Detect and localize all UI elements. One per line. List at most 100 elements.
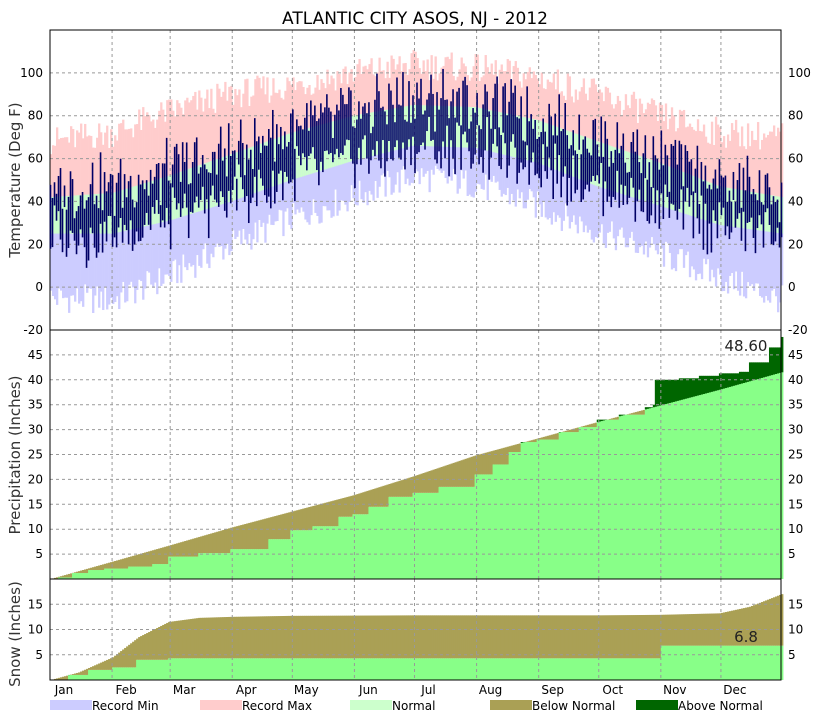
record-max-bar	[506, 59, 509, 114]
snow-base-bar	[118, 667, 121, 680]
snow-base-bar	[496, 658, 500, 680]
precip-base-bar	[150, 566, 153, 579]
snow-below-normal-bar	[434, 615, 437, 659]
record-min-bar	[598, 142, 602, 233]
record-max-bar	[666, 129, 670, 166]
precip-base-bar	[760, 377, 764, 579]
record-max-bar	[428, 80, 431, 106]
snow-base-bar	[518, 658, 522, 680]
snow-base-bar	[550, 658, 554, 680]
snow-base-bar	[666, 645, 670, 680]
snow-base-bar	[330, 658, 333, 680]
precip-below-normal-bar	[220, 530, 223, 554]
precip-base-bar	[516, 452, 520, 579]
record-max-bar	[702, 124, 706, 181]
precip-base-bar	[176, 556, 179, 579]
precip-below-normal-bar	[228, 528, 231, 554]
precip-base-bar	[720, 389, 724, 579]
snow-below-normal-bar	[558, 615, 562, 659]
temperature-tick-label-left: 20	[28, 237, 43, 251]
precip-base-bar	[216, 553, 219, 579]
normal-range-bar	[160, 178, 163, 223]
precip-below-normal-bar	[534, 439, 538, 443]
record-max-bar	[298, 81, 301, 131]
precip-base-bar	[204, 553, 207, 579]
snow-base-bar	[390, 658, 393, 680]
snow-base-bar	[76, 674, 79, 680]
precip-above-normal-bar	[774, 347, 778, 375]
snow-base-bar	[614, 658, 618, 680]
normal-range-bar	[134, 186, 137, 229]
precipitation-tick-label-left: 35	[28, 398, 43, 412]
precip-base-bar	[280, 539, 283, 579]
snow-below-normal-bar	[194, 618, 197, 659]
record-max-bar	[470, 77, 473, 108]
precip-below-normal-bar	[424, 472, 427, 493]
precip-below-normal-bar	[418, 474, 421, 493]
snow-below-normal-bar	[736, 609, 740, 646]
record-min-bar	[738, 189, 742, 296]
snow-base-bar	[472, 658, 475, 680]
snow-base-bar	[88, 669, 91, 680]
snow-below-normal-bar	[330, 615, 333, 659]
snow-below-normal-bar	[454, 615, 457, 659]
snow-below-normal-bar	[222, 617, 225, 659]
precip-base-bar	[460, 486, 463, 579]
precip-below-normal-bar	[200, 536, 203, 554]
temperature-axis-label: Temperature (Deg F)	[6, 102, 24, 258]
snow-base-bar	[346, 658, 349, 680]
snow-below-normal-bar	[172, 621, 175, 659]
precip-base-bar	[258, 549, 261, 579]
snow-below-normal-bar	[294, 615, 297, 659]
record-max-bar	[148, 115, 151, 182]
snow-below-normal-bar	[324, 615, 327, 659]
snow-below-normal-bar	[358, 615, 361, 659]
record-min-bar	[332, 121, 335, 217]
record-min-bar	[726, 187, 730, 294]
precip-below-normal-bar	[64, 575, 67, 578]
record-min-bar	[708, 182, 712, 282]
precip-base-bar	[562, 432, 566, 579]
snow-base-bar	[382, 658, 385, 680]
precip-base-bar	[110, 568, 113, 579]
record-min-bar	[192, 167, 195, 266]
snow-below-normal-bar	[482, 615, 485, 659]
precip-below-normal-bar	[500, 448, 504, 465]
precip-base-bar	[672, 401, 676, 579]
snow-below-normal-bar	[486, 615, 489, 659]
normal-range-bar	[244, 149, 247, 197]
record-max-bar	[334, 90, 337, 121]
record-min-bar	[550, 125, 553, 225]
precip-above-normal-bar	[712, 375, 716, 392]
snow-below-normal-bar	[778, 594, 782, 646]
record-min-bar	[162, 177, 165, 284]
record-max-bar	[114, 135, 117, 193]
snow-below-normal-bar	[88, 667, 91, 670]
legend-swatch	[636, 700, 678, 710]
precip-base-bar	[408, 496, 411, 579]
precip-base-bar	[268, 539, 271, 579]
temperature-tick-label-right: 80	[788, 109, 803, 123]
precip-above-normal-bar	[750, 362, 754, 381]
record-min-bar	[110, 192, 113, 299]
precip-below-normal-bar	[224, 529, 227, 554]
precip-base-bar	[612, 419, 616, 579]
precip-base-bar	[128, 566, 131, 579]
record-max-bar	[766, 134, 770, 195]
record-max-bar	[644, 109, 648, 159]
snow-base-bar	[254, 658, 257, 680]
record-max-bar	[320, 79, 323, 125]
record-max-bar	[690, 127, 694, 176]
precip-below-normal-bar	[324, 502, 327, 527]
precip-below-normal-bar	[594, 422, 598, 428]
snow-tick-label-left: 5	[35, 648, 43, 662]
precip-below-normal-bar	[346, 496, 349, 517]
record-max-bar	[232, 104, 235, 154]
snow-base-bar	[520, 658, 524, 680]
precip-below-normal-bar	[238, 525, 241, 550]
snow-below-normal-bar	[726, 611, 730, 646]
precip-base-bar	[480, 474, 483, 579]
record-min-bar	[558, 127, 561, 218]
snow-below-normal-bar	[404, 615, 407, 659]
snow-below-normal-bar	[616, 615, 620, 659]
